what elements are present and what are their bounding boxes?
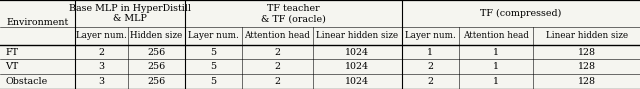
- Text: 128: 128: [578, 77, 596, 86]
- Text: TF (compressed): TF (compressed): [480, 9, 561, 18]
- Text: 3: 3: [99, 77, 104, 86]
- Text: 2: 2: [275, 62, 280, 71]
- Text: 5: 5: [211, 62, 216, 71]
- Text: 2: 2: [99, 48, 104, 57]
- Text: Linear hidden size: Linear hidden size: [546, 31, 628, 40]
- Text: 2: 2: [428, 77, 433, 86]
- Text: Attention head: Attention head: [244, 31, 310, 40]
- Text: 1: 1: [493, 48, 499, 57]
- Text: Base MLP in HyperDistill
& MLP: Base MLP in HyperDistill & MLP: [68, 4, 191, 23]
- Text: 1: 1: [428, 48, 433, 57]
- Text: Layer num.: Layer num.: [76, 31, 127, 40]
- Text: 1024: 1024: [346, 62, 369, 71]
- Text: Hidden size: Hidden size: [131, 31, 182, 40]
- Text: 128: 128: [578, 48, 596, 57]
- Text: 1: 1: [493, 62, 499, 71]
- Text: Layer num.: Layer num.: [188, 31, 239, 40]
- Text: 1: 1: [493, 77, 499, 86]
- Text: FT: FT: [5, 48, 18, 57]
- Text: 5: 5: [211, 48, 216, 57]
- Text: 3: 3: [99, 62, 104, 71]
- Text: 2: 2: [428, 62, 433, 71]
- Text: 5: 5: [211, 77, 216, 86]
- Text: Attention head: Attention head: [463, 31, 529, 40]
- Text: 1024: 1024: [346, 48, 369, 57]
- Text: TF teacher
& TF (oracle): TF teacher & TF (oracle): [261, 4, 326, 23]
- Text: Obstacle: Obstacle: [5, 77, 47, 86]
- Text: 2: 2: [275, 77, 280, 86]
- Text: 256: 256: [147, 77, 166, 86]
- Text: 256: 256: [147, 62, 166, 71]
- Text: Linear hidden size: Linear hidden size: [316, 31, 398, 40]
- Text: 2: 2: [275, 48, 280, 57]
- Text: VT: VT: [5, 62, 19, 71]
- Text: Environment: Environment: [6, 18, 68, 27]
- Text: Layer num.: Layer num.: [405, 31, 456, 40]
- Text: 128: 128: [578, 62, 596, 71]
- Text: 1024: 1024: [346, 77, 369, 86]
- Text: 256: 256: [147, 48, 166, 57]
